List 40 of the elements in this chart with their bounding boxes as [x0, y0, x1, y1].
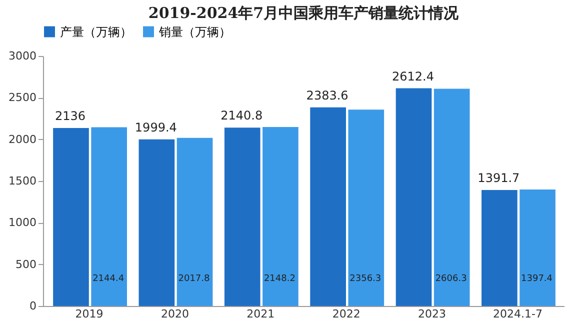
bar	[53, 128, 89, 306]
y-tick-label: 500	[16, 258, 36, 271]
x-tick-label: 2020	[160, 308, 189, 320]
data-label: 1999.4	[134, 120, 177, 134]
legend-label: 销量（万辆）	[158, 24, 231, 39]
bar	[262, 126, 298, 306]
data-label: 1397.4	[521, 274, 553, 284]
data-label: 2148.2	[264, 274, 296, 284]
bar	[348, 110, 384, 306]
data-label: 2612.4	[392, 69, 434, 84]
bar	[224, 128, 260, 306]
y-tick-label: 0	[30, 300, 36, 312]
bar	[434, 88, 470, 306]
data-label: 2140.8	[220, 108, 263, 123]
data-label: 2606.3	[435, 274, 467, 284]
x-tick-label: 2024.1-7	[492, 308, 542, 320]
bar	[138, 139, 175, 306]
x-tick-label: 2019	[75, 308, 104, 320]
bar	[482, 190, 518, 306]
chart-title: 2019-2024年7月中国乘用车产销量统计情况	[148, 4, 460, 22]
x-tick-label: 2022	[332, 308, 360, 320]
y-tick-label: 1000	[8, 216, 36, 230]
y-tick-label: 2000	[8, 132, 36, 146]
x-tick-label: 2021	[246, 308, 275, 320]
bar	[520, 190, 556, 306]
bar	[396, 88, 432, 306]
bar	[91, 127, 127, 306]
data-label: 2017.8	[178, 274, 210, 284]
x-tick-label: 2023	[418, 308, 446, 320]
data-label: 1391.7	[478, 171, 520, 186]
y-tick-label: 2500	[8, 91, 36, 104]
y-tick-label: 1500	[8, 174, 36, 188]
legend-label: 产量（万辆）	[60, 24, 132, 39]
data-label: 2356.3	[350, 274, 382, 284]
bar	[310, 107, 346, 306]
bar	[176, 138, 213, 306]
y-tick-label: 3000	[8, 50, 36, 62]
data-label: 2383.6	[306, 88, 348, 102]
data-label: 2136	[54, 109, 86, 123]
data-label: 2144.4	[92, 274, 124, 284]
